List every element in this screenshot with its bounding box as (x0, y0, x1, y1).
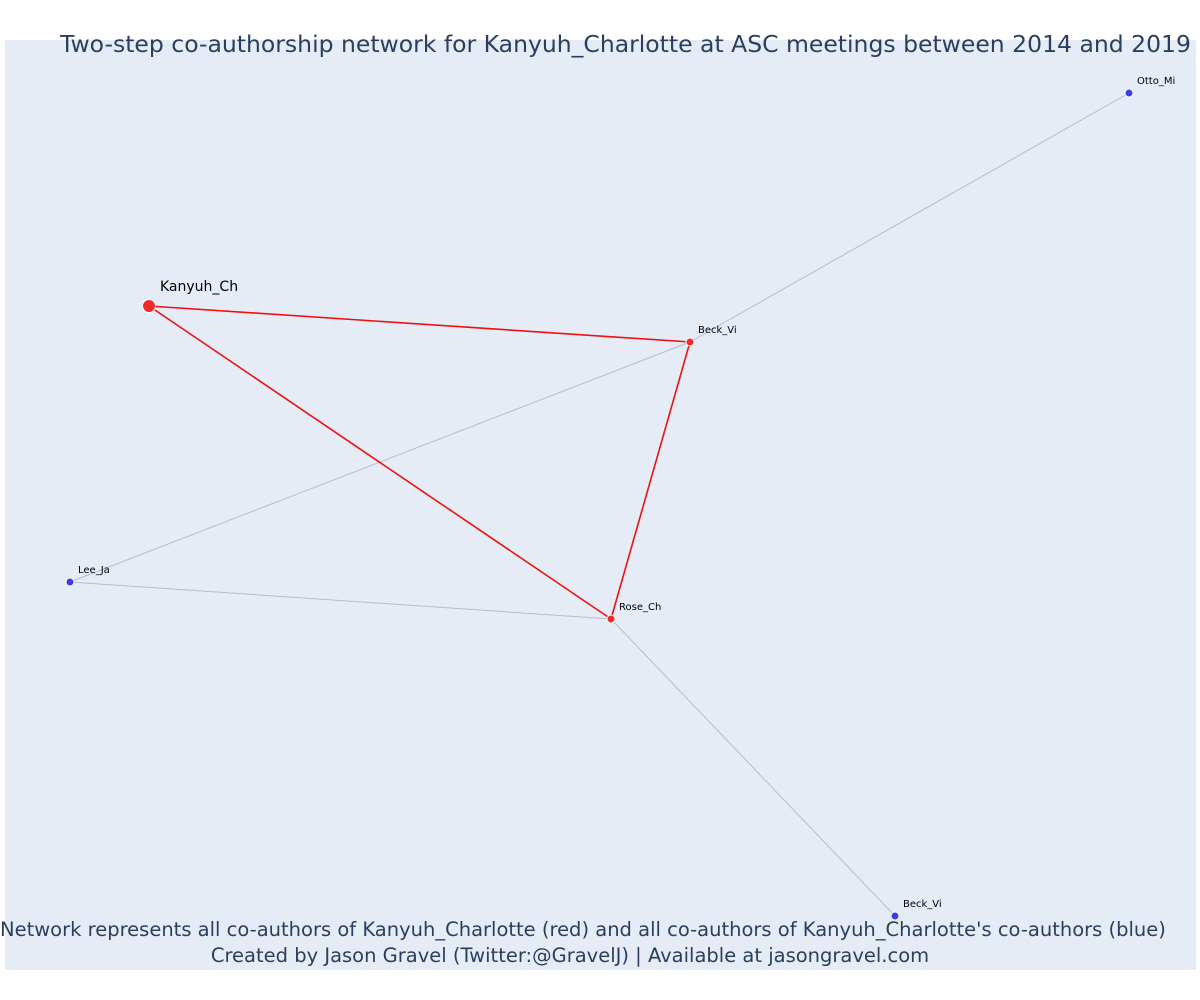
caption-line-2: Created by Jason Gravel (Twitter:@Gravel… (210, 944, 930, 967)
node-beck_vi_2[interactable] (890, 911, 900, 921)
edge-beck_vi_1-rose_ch (610, 341, 691, 620)
node-label-otto_mi: Otto_Mi (1137, 76, 1175, 87)
node-label-rose_ch: Rose_Ch (619, 602, 661, 613)
node-otto_mi[interactable] (1124, 88, 1134, 98)
node-lee_ja[interactable] (65, 577, 75, 587)
node-label-kanyuh_ch: Kanyuh_Ch (160, 279, 238, 295)
edge-lee_ja-rose_ch (69, 581, 612, 620)
labels-layer: Kanyuh_Ch Beck_Vi Rose_Ch Otto_Mi Lee_Ja Beck… (78, 76, 1175, 910)
edge-kanyuh_ch-beck_vi_1 (148, 305, 691, 343)
edge-beck_vi_1-otto_mi (689, 92, 1130, 343)
caption-line-1: Network represents all co-authors of Kan… (0, 918, 1166, 941)
node-rose_ch[interactable] (606, 614, 616, 624)
edge-rose_ch-beck_vi_2 (610, 618, 896, 917)
chart-title: Two-step co-authorship network for Kanyu… (60, 30, 1191, 58)
node-beck_vi_1[interactable] (685, 337, 695, 347)
edges-layer (69, 92, 1130, 917)
node-kanyuh_ch[interactable] (142, 299, 156, 313)
node-label-beck_vi_1: Beck_Vi (698, 325, 737, 336)
node-label-beck_vi_2: Beck_Vi (903, 899, 942, 910)
edge-kanyuh_ch-rose_ch (148, 305, 612, 620)
plot-area (5, 40, 1196, 970)
nodes-layer (65, 88, 1134, 921)
node-label-lee_ja: Lee_Ja (78, 565, 110, 576)
